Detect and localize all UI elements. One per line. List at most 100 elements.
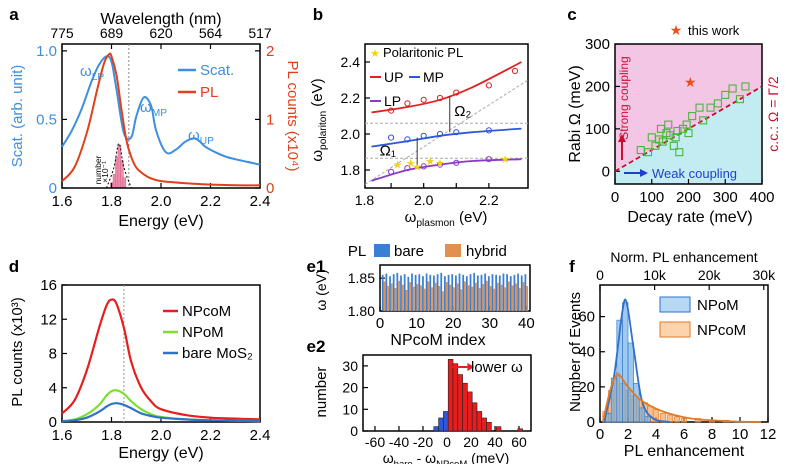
panel-f-bar-npcom	[652, 409, 660, 423]
panel-e1-bar-bare	[465, 276, 468, 311]
panel-a-legend-pl: PL	[200, 84, 218, 101]
panel-c-point	[666, 131, 675, 140]
label-text: ω	[309, 150, 326, 162]
panel-b-y-tick-label: 2.0	[341, 126, 361, 142]
panel-a-yr-tick-label: 2	[266, 43, 274, 60]
panel-e1-bar-hybrid	[493, 288, 496, 311]
panel-b-point-lp	[485, 156, 492, 163]
panel-e2-x-tick-label: -40	[389, 434, 409, 450]
panel-b-point-mp	[485, 127, 492, 134]
panel-c-point	[735, 95, 745, 104]
panel-f-y-tick-label: 20	[578, 379, 595, 396]
panel-e1-x-tick-label: 10	[408, 315, 425, 332]
label-text: - ω	[413, 450, 436, 464]
panel-b-point-mp	[420, 132, 427, 139]
panel-e1-bar-hybrid	[482, 284, 485, 311]
panel-e1-bar-bare	[429, 274, 432, 311]
panel-c-point	[688, 112, 697, 121]
panel-f-xlabel: PL enhancement	[624, 443, 745, 460]
label-text: (meV)	[467, 450, 509, 464]
panel-e1-bar-hybrid	[518, 288, 521, 311]
panel-c-x-tick-label: 400	[749, 189, 774, 206]
panel-a-inset-scale: ×10⁻¹	[100, 161, 110, 183]
panel-b-legend-pl: Polaritonic PL	[383, 45, 463, 60]
panel-b-star-point: ★	[412, 161, 422, 173]
panel-e1-bar-hybrid	[475, 282, 477, 311]
panel-c-point	[741, 82, 750, 91]
panel-b-point-up	[485, 82, 492, 89]
panel-e1-bar-hybrid	[504, 287, 507, 311]
panel-a-yr-tick-label: 1	[266, 111, 274, 128]
panel-b-point-lp	[453, 159, 460, 166]
panel-e2-bin	[471, 402, 478, 432]
panel-a-series-pl	[61, 52, 261, 187]
panel-e1-bar-bare	[403, 274, 406, 311]
panel-d-legend-1: NPcoM	[182, 303, 231, 320]
panel-e1-bar-bare	[502, 273, 505, 311]
panel-c-y-tick-label: 200	[585, 78, 610, 95]
panel-e1-bar-bare	[480, 274, 483, 311]
panel-b-xlabel: ωplasmon (eV)	[405, 209, 488, 229]
panel-a-x-tick-label: 1.6	[52, 193, 73, 210]
panel-a-x-tick-label: 2.2	[200, 193, 221, 210]
panel-d-y-tick-label: 0	[49, 414, 57, 431]
subscript-text: bare	[394, 459, 413, 464]
panel-e1-bar-hybrid	[500, 284, 503, 311]
panel-b-point-lp	[387, 168, 395, 175]
panel-a-inset-bar	[122, 177, 127, 189]
panel-c-x-tick-label: 100	[639, 189, 664, 206]
panel-d-x-tick-label: 2.0	[151, 427, 172, 444]
panel-f-bar-npom	[627, 342, 634, 423]
panel-e2-x-tick-label: 0	[443, 434, 451, 450]
panel-e1-bar-hybrid	[467, 285, 470, 311]
panel-b-point-up	[453, 89, 460, 96]
panel-a-x-tick-label: 2.0	[151, 193, 172, 210]
panel-b-star-point: ★	[406, 158, 416, 170]
panel-e1-bar-bare	[462, 274, 465, 311]
panel-b-legend-mp: MP	[423, 69, 444, 85]
panel-c-legend-star: ★	[670, 22, 683, 38]
panel-a-top-tick-label: 620	[149, 25, 173, 41]
panel-b-star-point: ★	[435, 158, 445, 170]
panel-f-x-tick-label: 10	[732, 426, 749, 443]
panel-d-x-tick-label: 1.6	[52, 427, 73, 444]
panel-c-letter: c	[567, 5, 576, 24]
panel-e2-y-tick-label: 20	[342, 380, 358, 396]
subscript-text: MP	[152, 108, 167, 119]
panel-d-series-2	[61, 402, 261, 423]
panel-c-point	[669, 141, 678, 150]
panel-e2-bin	[443, 411, 449, 432]
panel-e1-bar-hybrid	[526, 286, 529, 311]
panel-f-x-tick-label: 8	[708, 426, 716, 443]
panel-e1-bar-bare	[400, 275, 402, 311]
panel-a-ylabel-left: Scat. (arb. unit)	[9, 65, 26, 168]
panel-e1-bar-hybrid	[445, 282, 448, 311]
panel-e1-bar-bare	[517, 273, 519, 311]
panel-e1-legend-hybrid: hybrid	[466, 243, 507, 260]
panel-e1-bar-hybrid	[394, 288, 397, 311]
panel-e2-x-tick-label: -20	[413, 434, 433, 450]
panel-e1-legend-bare: bare	[394, 243, 424, 260]
panel-c-point	[673, 126, 682, 136]
panel-e2-arrow-head	[467, 363, 475, 371]
panel-c-x-tick-label: 200	[676, 189, 701, 206]
panel-e1-bar-hybrid	[456, 283, 459, 311]
panel-b-x-tick-label: 1.8	[355, 192, 375, 208]
panel-f-ylabel: Number of Events	[567, 292, 584, 412]
panel-c-y-tick-label: 100	[585, 121, 610, 138]
label-text: (eV)	[455, 209, 488, 226]
panel-a-label-up: ωUP	[188, 127, 214, 147]
panel-e1-x-tick-label: 30	[481, 315, 498, 332]
panel-b-legend-lp: LP	[384, 93, 401, 109]
panel-e1-bar-bare	[520, 275, 523, 311]
panel-b-ylabel: ωpolariton (eV)	[309, 78, 329, 161]
panel-b-point-up	[404, 100, 411, 107]
panel-e1-bar-bare	[487, 276, 490, 311]
subscript-text: NPcoM	[436, 459, 467, 464]
panel-e1-bar-hybrid	[515, 283, 518, 311]
panel-e1-bar-hybrid	[478, 288, 481, 311]
panel-e1-bar-bare	[491, 274, 494, 311]
panel-e1-bar-bare	[422, 276, 424, 311]
panel-e2-annotation: lower ω	[471, 359, 523, 376]
panel-e2-letter: e2	[307, 337, 326, 356]
